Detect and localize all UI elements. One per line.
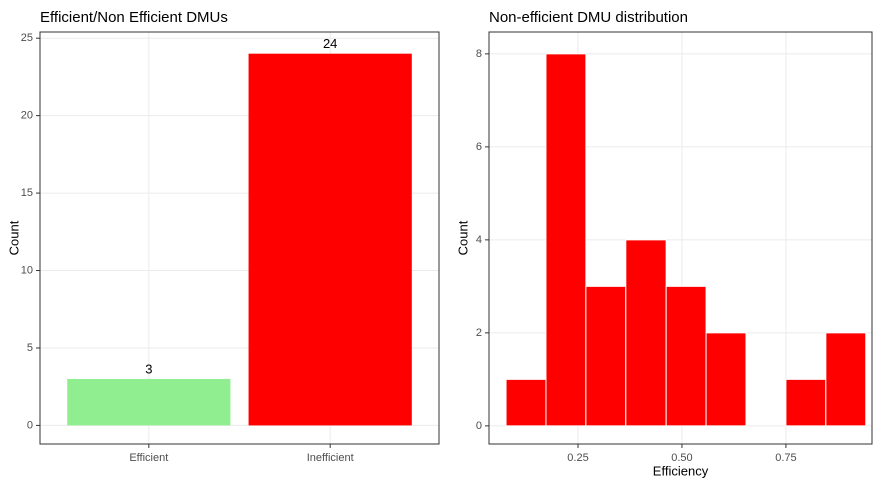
y-tick-label: 25	[21, 32, 33, 44]
chart-title: Non-efficient DMU distribution	[489, 9, 688, 26]
y-tick-label: 15	[21, 187, 33, 199]
y-tick-label: 4	[476, 234, 482, 246]
y-tick-label: 0	[27, 419, 33, 431]
y-axis-title: Count	[455, 220, 470, 255]
y-tick-label: 6	[476, 141, 482, 153]
data-label: 3	[145, 361, 152, 376]
histogram-bar	[585, 285, 627, 427]
y-tick-label: 0	[476, 420, 482, 432]
x-tick-label: Efficient	[129, 452, 168, 464]
chart-title: Efficient/Non Efficient DMUs	[40, 9, 228, 26]
bar	[248, 53, 412, 426]
y-tick-label: 8	[476, 48, 482, 60]
histogram-bar	[785, 378, 827, 427]
x-axis-title: Efficiency	[653, 463, 709, 478]
y-tick-label: 10	[21, 264, 33, 276]
histogram-bar	[545, 53, 587, 427]
y-axis-title: Count	[6, 220, 21, 255]
x-tick-label: 0.50	[671, 452, 692, 464]
histogram-bar	[825, 332, 867, 427]
y-tick-label: 5	[27, 342, 33, 354]
panel-border	[39, 31, 440, 445]
panel-border	[488, 31, 873, 445]
bar	[67, 378, 231, 426]
x-tick-label: Inefficient	[307, 452, 354, 464]
x-tick-label: 0.75	[775, 452, 796, 464]
y-tick-label: 20	[21, 110, 33, 122]
histogram-bar	[665, 285, 707, 427]
y-tick-label: 2	[476, 327, 482, 339]
x-tick-label: 0.25	[567, 452, 588, 464]
histogram-bar	[705, 332, 747, 427]
histogram-bar	[625, 239, 667, 427]
data-label: 24	[323, 36, 337, 51]
histogram-bar	[505, 378, 547, 427]
